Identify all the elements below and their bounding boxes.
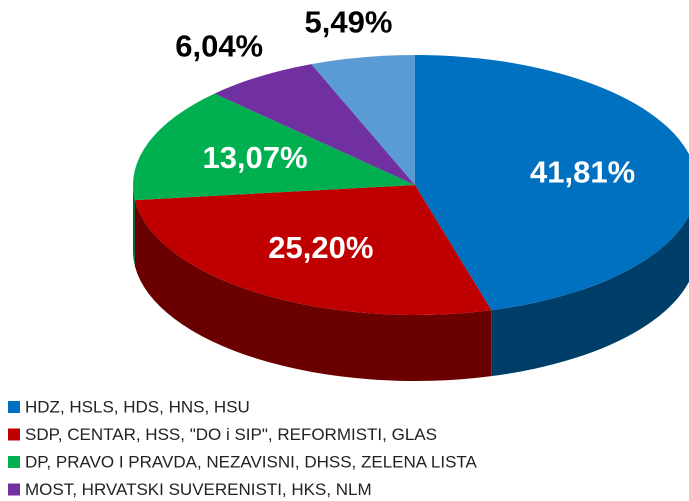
pie-slice bbox=[415, 55, 689, 311]
pie-slice bbox=[134, 185, 492, 316]
pie-side bbox=[491, 215, 689, 377]
legend-swatch bbox=[8, 456, 20, 468]
value-label: 41,81% bbox=[530, 155, 635, 190]
legend-swatch bbox=[8, 483, 20, 496]
pie-slice bbox=[214, 64, 415, 185]
value-label: 13,07% bbox=[202, 140, 307, 175]
legend-swatch bbox=[8, 401, 20, 413]
legend-label: DP, PRAVO I PRAVDA, NEZAVISNI, DHSS, ZEL… bbox=[25, 452, 478, 471]
legend-label: SDP, CENTAR, HSS, "DO i SIP", REFORMISTI… bbox=[25, 425, 437, 444]
pie-side bbox=[134, 200, 492, 381]
value-label: 25,20% bbox=[268, 230, 373, 265]
value-label: 6,04% bbox=[175, 29, 263, 64]
legend-label: HDZ, HSLS, HDS, HNS, HSU bbox=[25, 397, 250, 416]
pie-slice bbox=[132, 93, 415, 201]
pie-side bbox=[133, 185, 135, 267]
legend-swatch bbox=[8, 428, 20, 441]
legend-label: MOST, HRVATSKI SUVERENISTI, HKS, NLM bbox=[25, 480, 372, 499]
pie-slice bbox=[311, 55, 415, 185]
value-label: 5,49% bbox=[305, 4, 393, 39]
